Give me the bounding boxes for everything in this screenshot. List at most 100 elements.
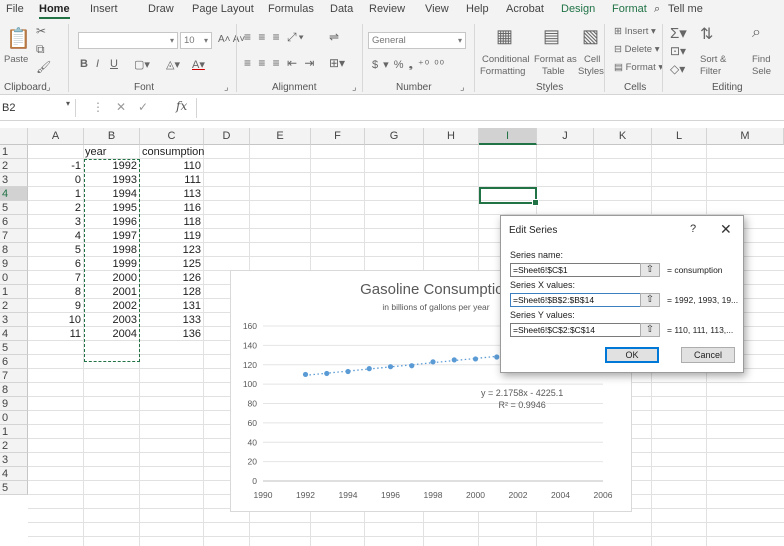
chevron-down-icon[interactable]: ▾ xyxy=(66,99,71,108)
conditional-formatting-label-2[interactable]: Formatting xyxy=(480,66,526,77)
tab-help[interactable]: Help xyxy=(466,3,489,15)
column-header-e[interactable]: E xyxy=(250,128,311,145)
underline-icon[interactable]: U xyxy=(110,58,118,70)
cell-b7[interactable]: 1997 xyxy=(112,230,137,242)
cell-b13[interactable]: 2003 xyxy=(112,314,137,326)
cell-a9[interactable]: 6 xyxy=(74,258,81,270)
tab-insert[interactable]: Insert xyxy=(90,3,118,15)
cell-a13[interactable]: 10 xyxy=(68,314,81,326)
number-format-box[interactable]: General ▾ xyxy=(368,32,466,49)
cell-b4[interactable]: 1994 xyxy=(112,188,137,200)
data-point[interactable] xyxy=(387,364,394,370)
row-header[interactable]: 5 xyxy=(0,341,28,355)
tab-data[interactable]: Data xyxy=(330,3,354,15)
number-format-icons[interactable]: $ ▾ % ❟ ⁺⁰ ⁰⁰ xyxy=(372,59,446,71)
series-x-values-input[interactable]: =Sheet6!$B$2:$B$14 xyxy=(510,293,659,307)
conditional-formatting-label-1[interactable]: Conditional xyxy=(482,54,530,65)
dialog-launcher-icon[interactable]: ⌟ xyxy=(460,82,465,93)
cell-a8[interactable]: 5 xyxy=(74,244,81,256)
cell-b3[interactable]: 1993 xyxy=(112,174,137,186)
row-header[interactable]: 7 xyxy=(0,229,28,243)
active-cell[interactable] xyxy=(479,187,539,206)
find-select-label-1[interactable]: Find xyxy=(752,54,771,65)
data-point[interactable] xyxy=(366,366,372,372)
cell-b6[interactable]: 1996 xyxy=(112,216,137,228)
row-header[interactable]: 4 xyxy=(0,187,28,201)
sort-filter-icon[interactable]: ⇅ xyxy=(700,26,714,43)
cell-styles-label-1[interactable]: Cell xyxy=(584,54,601,65)
find-select-label-2[interactable]: Sele xyxy=(752,66,772,77)
data-point[interactable] xyxy=(472,356,479,362)
sort-filter-label-1[interactable]: Sort & xyxy=(700,54,727,65)
tab-file[interactable]: File xyxy=(6,3,24,15)
cell-styles-label-2[interactable]: Styles xyxy=(578,66,604,77)
chart-plot[interactable]: 0 20 40 60 80 100 120 140 160 1990 1992 1994 1996 199… xyxy=(231,271,633,513)
cell-b5[interactable]: 1995 xyxy=(112,202,137,214)
tab-view[interactable]: View xyxy=(425,3,449,15)
column-header-l[interactable]: L xyxy=(652,128,707,145)
cell-a10[interactable]: 7 xyxy=(74,272,81,284)
row-header[interactable]: 2 xyxy=(0,299,28,313)
autosum-icon[interactable]: Σ▾ xyxy=(670,25,687,42)
tab-tell-me[interactable]: Tell me xyxy=(668,3,703,15)
column-header-b[interactable]: B xyxy=(84,128,140,145)
ok-button[interactable]: OK xyxy=(605,347,659,363)
data-point[interactable] xyxy=(345,368,351,375)
row-header[interactable]: 5 xyxy=(0,201,28,215)
help-icon[interactable]: ? xyxy=(690,223,697,235)
cell-c14[interactable]: 136 xyxy=(182,328,201,340)
cell-c7[interactable]: 119 xyxy=(183,230,201,242)
italic-icon[interactable]: I xyxy=(96,58,100,70)
cut-icon[interactable]: ✂ xyxy=(36,24,47,38)
tab-acrobat[interactable]: Acrobat xyxy=(506,3,544,15)
cell-c3[interactable]: 111 xyxy=(184,174,201,186)
cell-a3[interactable]: 0 xyxy=(74,174,81,186)
cancel-button[interactable]: Cancel xyxy=(681,347,735,363)
row-header[interactable]: 8 xyxy=(0,243,28,257)
row-header[interactable]: 2 xyxy=(0,159,28,173)
row-header[interactable]: 3 xyxy=(0,313,28,327)
font-name-box[interactable]: ▾ xyxy=(78,32,178,49)
cell-styles-icon[interactable]: ▧ xyxy=(582,26,600,46)
cell-b11[interactable]: 2001 xyxy=(112,286,137,298)
column-header-k[interactable]: K xyxy=(594,128,652,145)
format-painter-icon[interactable]: 🖌 xyxy=(36,60,52,74)
cell-a4[interactable]: 1 xyxy=(74,188,81,200)
column-header-j[interactable]: J xyxy=(537,128,594,145)
select-all-corner[interactable] xyxy=(0,128,28,145)
data-point[interactable] xyxy=(494,354,500,360)
format-as-table-icon[interactable]: ▤ xyxy=(543,26,561,46)
trendline-label[interactable]: y = 2.1758x - 4225.1 R² = 0.9946 xyxy=(481,387,563,411)
column-header-m[interactable]: M xyxy=(707,128,784,145)
name-box[interactable]: B2 xyxy=(0,99,76,117)
format-as-table-label-1[interactable]: Format as xyxy=(534,54,577,65)
cell-c11[interactable]: 128 xyxy=(182,286,201,298)
find-select-icon[interactable]: ⌕ xyxy=(752,24,761,41)
series-y-values-input[interactable]: =Sheet6!$C$2:$C$14 xyxy=(510,323,659,337)
cell-b1[interactable]: year xyxy=(85,146,107,158)
tab-format[interactable]: Format xyxy=(612,3,647,15)
cell-c8[interactable]: 123 xyxy=(182,244,201,256)
clear-icon[interactable]: ◇▾ xyxy=(670,62,686,76)
fill-color-icon[interactable]: ◬▾ xyxy=(166,59,180,71)
collapse-dialog-icon[interactable]: ⇧ xyxy=(640,293,660,307)
bold-icon[interactable]: B xyxy=(80,58,88,70)
cell-c5[interactable]: 116 xyxy=(183,202,201,214)
cell-c13[interactable]: 133 xyxy=(182,314,201,326)
column-header-g[interactable]: G xyxy=(365,128,424,145)
column-header-a[interactable]: A xyxy=(28,128,84,145)
row-header[interactable]: 6 xyxy=(0,215,28,229)
cell-c6[interactable]: 118 xyxy=(183,216,201,228)
row-header[interactable]: 1 xyxy=(0,425,28,439)
cell-a11[interactable]: 8 xyxy=(74,286,81,298)
row-header[interactable]: 3 xyxy=(0,453,28,467)
cell-b12[interactable]: 2002 xyxy=(112,300,137,312)
tab-home[interactable]: Home xyxy=(39,3,70,19)
horizontal-align-icons[interactable]: ≡ ≡ ≡ ⇤ ⇥ xyxy=(244,56,317,70)
cell-a12[interactable]: 9 xyxy=(74,300,81,312)
row-header[interactable]: 0 xyxy=(0,411,28,425)
cell-a5[interactable]: 2 xyxy=(74,202,81,214)
tab-review[interactable]: Review xyxy=(369,3,406,15)
cell-c10[interactable]: 126 xyxy=(182,272,201,284)
row-header[interactable]: 9 xyxy=(0,257,28,271)
